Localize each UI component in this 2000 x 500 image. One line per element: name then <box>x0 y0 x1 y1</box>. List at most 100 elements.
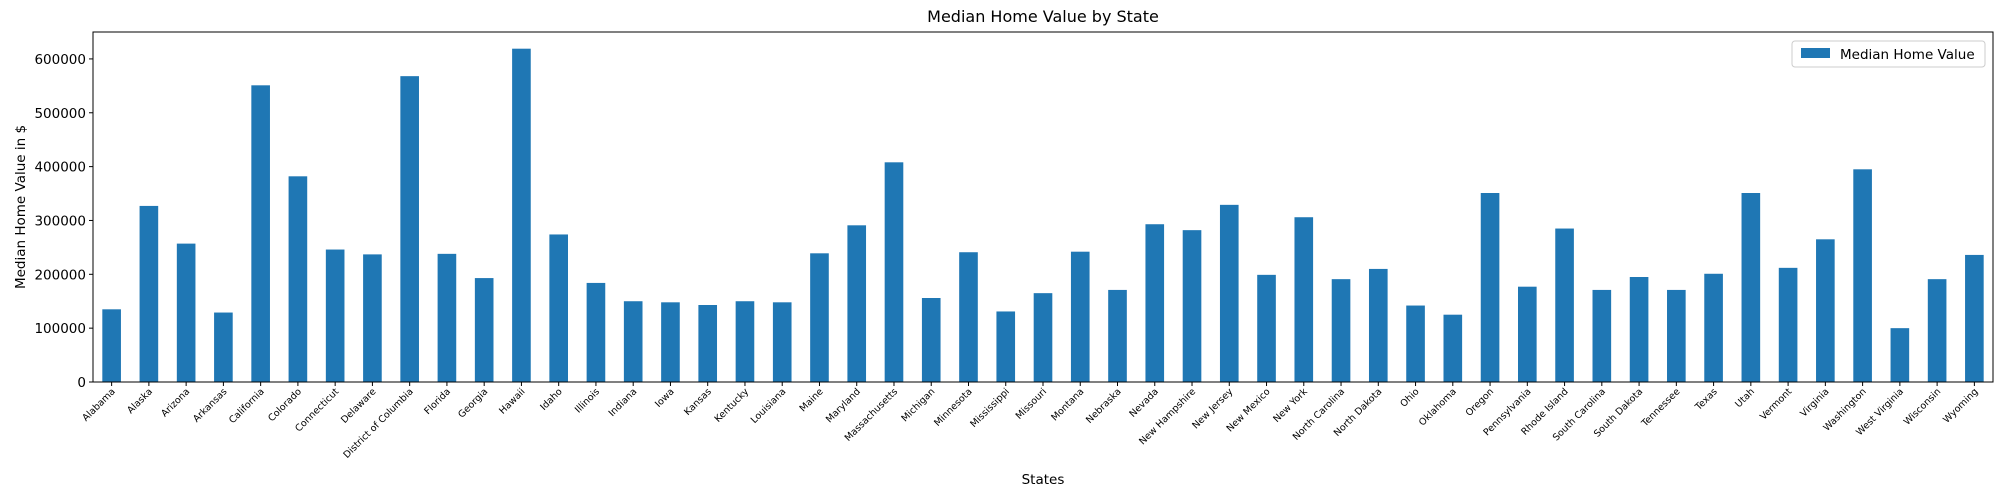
x-tick-label: Virginia <box>1798 386 1831 419</box>
bar-alabama <box>102 309 121 382</box>
bar-north-dakota <box>1368 268 1388 382</box>
x-tick-label: Oklahoma <box>1417 386 1459 428</box>
bar-michigan <box>921 298 941 382</box>
bar-maryland <box>847 225 867 382</box>
bar-florida <box>437 253 457 382</box>
bar-washington <box>1853 169 1872 382</box>
bar-virginia <box>1816 239 1835 382</box>
bar-alaska <box>139 205 159 382</box>
x-tick-label: Kansas <box>682 386 714 418</box>
bar-ohio <box>1406 305 1425 382</box>
bar-iowa <box>661 302 680 382</box>
bar-new-hampshire <box>1182 230 1202 382</box>
x-tick-label: Colorado <box>266 386 304 424</box>
legend-swatch <box>1801 48 1830 58</box>
x-tick-label: Vermont <box>1758 386 1794 422</box>
x-tick-label: Texas <box>1693 386 1720 413</box>
bar-nebraska <box>1108 289 1127 382</box>
bar-vermont <box>1778 267 1798 382</box>
bar-texas <box>1704 273 1723 382</box>
bar-oklahoma <box>1443 314 1463 382</box>
y-axis-label: Median Home Value in $ <box>13 125 29 289</box>
bar-mississippi <box>996 311 1016 382</box>
bar-colorado <box>288 176 308 382</box>
bar-maine <box>810 253 829 382</box>
y-tick-label: 100000 <box>34 321 86 337</box>
bar-pennsylvania <box>1518 286 1537 382</box>
bar-new-york <box>1294 217 1314 382</box>
x-tick-label: Illinois <box>573 386 602 415</box>
bar-connecticut <box>325 249 345 382</box>
y-tick-label: 600000 <box>34 52 86 68</box>
x-tick-label: Nevada <box>1127 386 1160 419</box>
y-axis-ticks: 0 100000 200000 300000 400000 500000 600000 <box>34 52 93 391</box>
x-tick-label: Indiana <box>607 386 640 419</box>
bar-west-virginia <box>1890 328 1910 382</box>
bar-tennessee <box>1667 289 1686 382</box>
x-tick-label: Delaware <box>339 386 379 426</box>
bar-arizona <box>176 243 196 382</box>
y-tick-label: 300000 <box>34 213 86 229</box>
x-tick-label: Utah <box>1733 386 1757 410</box>
bar-indiana <box>623 301 643 382</box>
x-tick-label: Mississippi <box>968 386 1012 430</box>
y-tick-label: 400000 <box>34 160 86 176</box>
plot-frame <box>92 31 1994 383</box>
bar-louisiana <box>772 302 792 382</box>
bar-hawaii <box>512 48 531 382</box>
bar-arkansas <box>214 312 233 382</box>
bar-rhode-island <box>1555 228 1574 382</box>
x-tick-label: Kentucky <box>713 386 752 425</box>
x-tick-label: District of Columbia <box>341 386 415 460</box>
bar-montana <box>1070 251 1090 382</box>
bar-illinois <box>586 282 606 382</box>
bar-north-carolina <box>1331 279 1351 382</box>
x-tick-label: Arizona <box>159 386 192 419</box>
x-tick-label: Tennessee <box>1639 386 1683 430</box>
bar-delaware <box>363 254 382 382</box>
bar-wyoming <box>1965 254 1984 382</box>
y-tick-label: 0 <box>77 375 86 391</box>
legend: Median Home Value <box>1791 40 1986 68</box>
bar-south-dakota <box>1629 277 1649 382</box>
x-tick-label: Iowa <box>653 386 676 409</box>
bar-utah <box>1741 193 1761 382</box>
bar-wisconsin <box>1927 279 1947 382</box>
bar-california <box>251 85 270 383</box>
x-tick-label: Louisiana <box>749 386 788 425</box>
x-tick-label: Idaho <box>538 386 565 413</box>
x-tick-label: Michigan <box>899 386 937 424</box>
x-tick-label: Wisconsin <box>1902 386 1943 427</box>
bar-district-of-columbia <box>400 76 419 383</box>
x-tick-label: New York <box>1271 386 1310 425</box>
x-tick-label: Montana <box>1049 386 1086 423</box>
x-tick-label: Wyoming <box>1941 386 1980 425</box>
x-tick-label: Oregon <box>1464 386 1496 418</box>
x-tick-label: Arkansas <box>191 386 229 424</box>
x-tick-label: Georgia <box>456 386 490 420</box>
x-tick-label: Maine <box>798 386 826 414</box>
bar-missouri <box>1033 293 1053 382</box>
x-axis-label: States <box>1022 472 1065 488</box>
bar-south-carolina <box>1592 289 1612 382</box>
bars-layer <box>102 48 1984 383</box>
legend-label: Median Home Value <box>1840 47 1975 63</box>
y-tick-label: 200000 <box>34 267 86 283</box>
y-tick-label: 500000 <box>34 106 86 122</box>
bar-oregon <box>1480 193 1500 382</box>
chart-title: Median Home Value by State <box>927 7 1159 26</box>
bar-idaho <box>549 234 568 382</box>
bar-massachusetts <box>884 162 904 382</box>
x-tick-label: Alabama <box>80 386 117 423</box>
bar-minnesota <box>959 252 978 382</box>
x-tick-label: Hawaii <box>497 386 527 416</box>
x-tick-label: Nebraska <box>1084 386 1123 425</box>
x-tick-label: Alaska <box>125 386 155 416</box>
x-tick-label: California <box>227 386 267 426</box>
bar-georgia <box>474 278 494 382</box>
x-tick-label: Maryland <box>824 386 863 425</box>
x-tick-label: Ohio <box>1398 386 1421 409</box>
x-tick-label: Missouri <box>1014 386 1049 421</box>
